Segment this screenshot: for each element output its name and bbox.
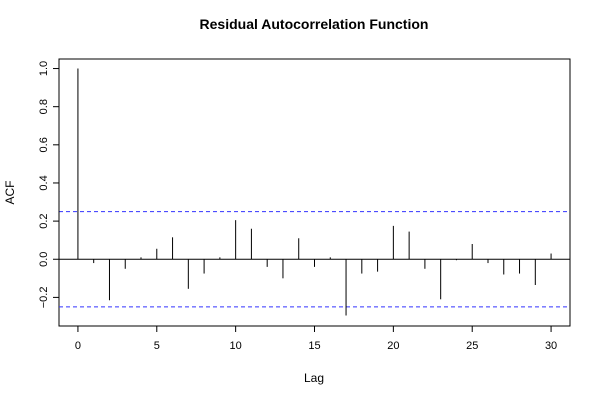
y-tick-label-0: −0.2	[38, 287, 50, 309]
x-tick-label-25: 25	[466, 340, 478, 352]
x-axis: 0 5 10 15 20 25 30	[75, 325, 557, 352]
x-tick-label-30: 30	[545, 340, 557, 352]
acf-bars	[77, 68, 552, 316]
y-tick-label-4: 0.6	[38, 137, 50, 152]
y-axis: −0.2 0.0 0.2 0.4 0.6 0.8 1.0	[38, 61, 60, 309]
x-axis-label: Lag	[304, 371, 324, 385]
x-tick-label-15: 15	[308, 340, 320, 352]
x-tick-label-0: 0	[75, 340, 81, 352]
x-tick-label-10: 10	[230, 340, 242, 352]
y-tick-label-1: 0.0	[38, 252, 50, 267]
y-tick-label-5: 0.8	[38, 99, 50, 114]
y-axis-label: ACF	[3, 181, 17, 205]
y-tick-label-6: 1.0	[38, 61, 50, 76]
x-tick-label-20: 20	[387, 340, 399, 352]
chart-title: Residual Autocorrelation Function	[200, 16, 429, 32]
y-tick-label-3: 0.4	[38, 175, 50, 190]
plot-frame	[58, 58, 571, 327]
y-tick-label-2: 0.2	[38, 213, 50, 228]
x-tick-label-5: 5	[154, 340, 160, 352]
